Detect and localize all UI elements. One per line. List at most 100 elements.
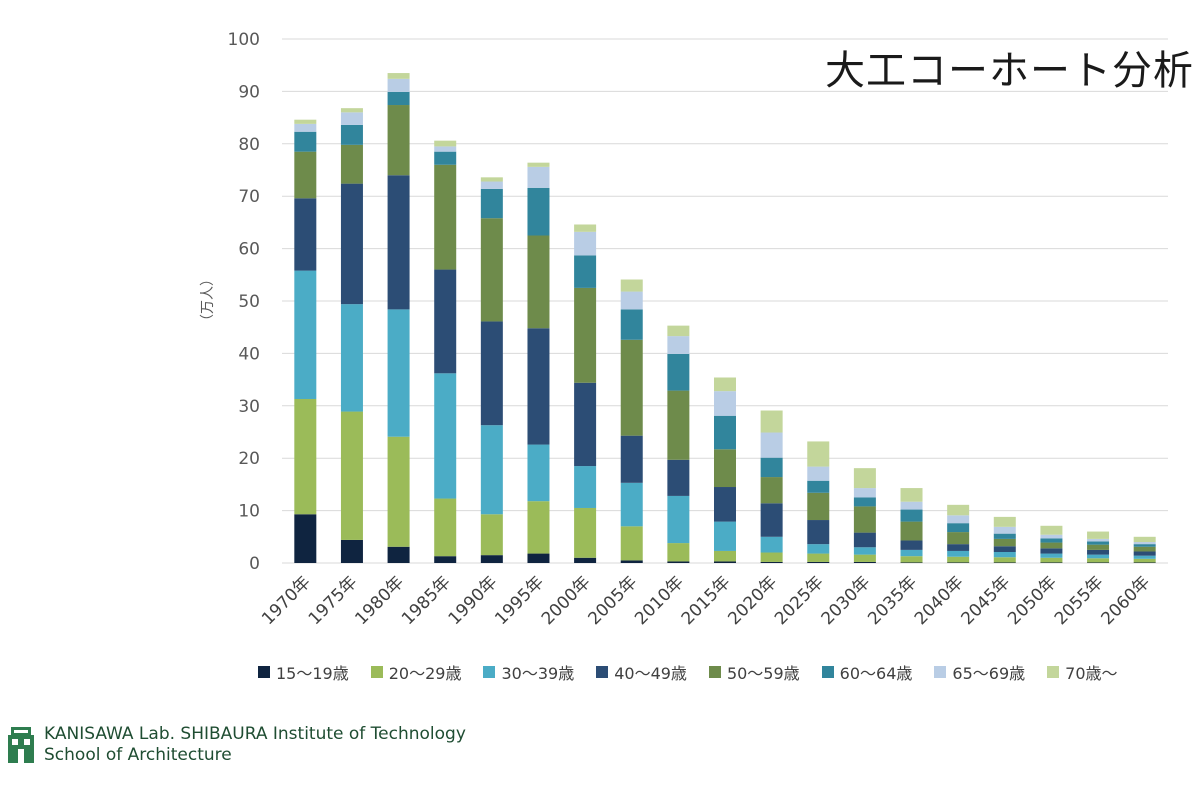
bar-segment (620, 309, 643, 340)
bar-segment (620, 435, 643, 483)
bar-segment (340, 539, 363, 563)
bar-segment (434, 164, 457, 270)
bar-segment (387, 309, 410, 437)
bar-segment (1087, 562, 1110, 563)
bar-segment (993, 516, 1016, 527)
bar-segment (667, 543, 690, 562)
bar-segment (993, 551, 1016, 558)
bar-segment (1087, 558, 1110, 563)
y-tick-label: 80 (238, 135, 260, 155)
bar-segment (294, 398, 317, 515)
bar-segment (294, 131, 317, 152)
bar-segment (1087, 531, 1110, 539)
bar-segment (480, 555, 503, 563)
bar-segment (1133, 542, 1156, 545)
bar-segment (574, 255, 597, 288)
bar-segment (387, 436, 410, 547)
bar-segment (1133, 562, 1156, 563)
x-tick-label: 1975年 (305, 572, 362, 629)
bar-segment (340, 124, 363, 145)
bar-segment (714, 449, 736, 488)
bar-segment (947, 544, 970, 551)
bar-segment (853, 506, 876, 533)
bar-segment (620, 526, 643, 561)
bar-segment (1133, 558, 1156, 563)
legend-swatch (708, 666, 721, 678)
bar-segment (527, 553, 550, 563)
bar-segment (667, 353, 690, 391)
bar-segment (853, 561, 876, 563)
bar-segment (527, 235, 550, 329)
bar-segment (807, 561, 830, 563)
bar-segment (480, 218, 503, 322)
y-axis-label: （万人） (200, 272, 216, 328)
bar-segment (667, 459, 690, 496)
bar-segment (853, 554, 876, 562)
bar-segment (667, 390, 690, 460)
footer-line-1: KANISAWA Lab. SHIBAURA Institute of Tech… (44, 724, 466, 744)
x-tick-label: 2045年 (958, 572, 1015, 629)
bar-segment (1087, 541, 1110, 545)
y-tick-label: 70 (238, 187, 260, 207)
legend-label: 65～69歳 (952, 664, 1026, 683)
y-tick-label: 100 (228, 30, 260, 50)
bar-segment (714, 415, 736, 450)
bar-segment (387, 546, 410, 563)
x-tick-label: 2025年 (771, 572, 828, 629)
bar-segment (760, 477, 783, 504)
bar-segment (947, 550, 970, 557)
bar-segment (480, 425, 503, 515)
legend-item: 15～19歳 (258, 660, 349, 684)
bar-segment (1040, 557, 1063, 563)
bar-segment (947, 504, 970, 516)
bar-segment (480, 514, 503, 556)
bar-segment (294, 123, 317, 132)
x-tick-label: 1970年 (258, 572, 315, 629)
bar-segment (620, 279, 643, 292)
bar-segment (947, 515, 970, 524)
bar-segment (900, 488, 923, 502)
bar-segment (387, 91, 410, 106)
bar-segment (807, 553, 830, 562)
legend-item: 30～39歳 (483, 660, 574, 684)
bar-segment (1087, 549, 1110, 555)
legend-swatch (483, 666, 496, 678)
bar-segment (574, 382, 597, 467)
bar-segment (480, 321, 503, 426)
bar-segment (1133, 536, 1156, 543)
bar-segment (947, 523, 970, 533)
x-tick-label: 2050年 (1004, 572, 1061, 629)
legend-item: 60～64歳 (821, 660, 912, 684)
bar-segment (667, 561, 690, 563)
legend-item: 65～69歳 (934, 660, 1025, 684)
bar-segment (527, 501, 550, 554)
bar-segment (527, 166, 550, 188)
bar-segment (853, 532, 876, 548)
bar-segment (434, 151, 457, 165)
x-tick-label: 2055年 (1051, 572, 1108, 629)
x-tick-label: 1985年 (398, 572, 455, 629)
bar-segment (340, 411, 363, 540)
bar-segment (947, 556, 970, 563)
bar-segment (434, 146, 457, 152)
bar-segment (620, 291, 643, 310)
x-tick-label: 2020年 (724, 572, 781, 629)
bar-segment (1040, 553, 1063, 558)
legend-item: 70歳～ (1047, 660, 1118, 684)
bar-segment (714, 377, 736, 392)
y-tick-label: 0 (249, 554, 260, 574)
bar-segment (387, 78, 410, 92)
y-tick-label: 30 (238, 397, 260, 417)
bar-segment (900, 521, 923, 541)
footer-line-2: School of Architecture (44, 745, 232, 765)
bar-segment (387, 175, 410, 310)
bar-segment (900, 556, 923, 563)
x-tick-label: 1995年 (491, 572, 548, 629)
bar-segment (1133, 551, 1156, 556)
bar-segment (760, 561, 783, 563)
bar-segment (900, 501, 923, 510)
bar-segment (387, 73, 410, 79)
bar-segment (760, 552, 783, 562)
bar-segment (340, 112, 363, 125)
bar-segment (900, 562, 923, 563)
